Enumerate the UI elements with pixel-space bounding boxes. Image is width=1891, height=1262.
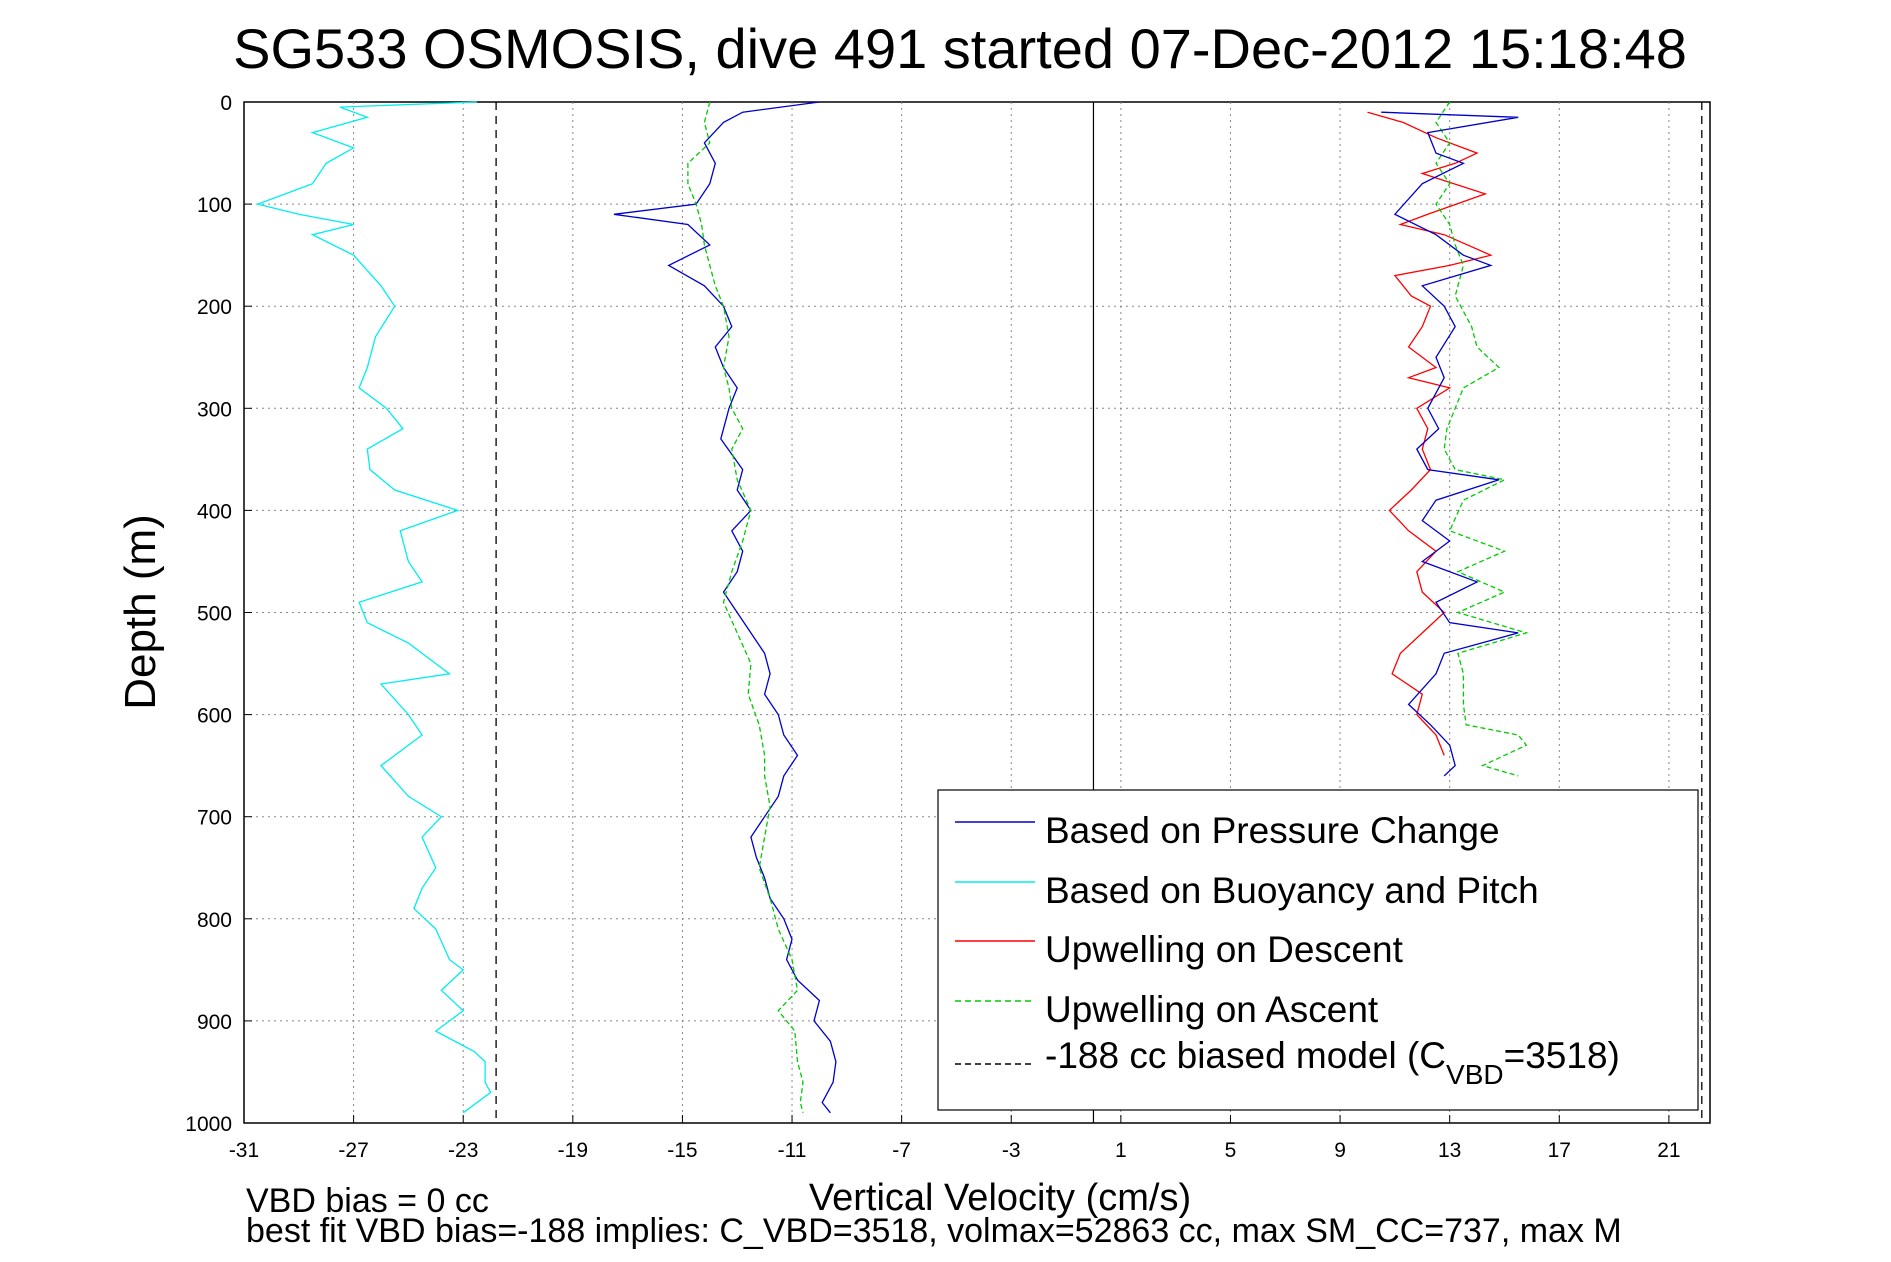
legend-label: Upwelling on Descent bbox=[1045, 929, 1404, 970]
x-tick-label: -27 bbox=[338, 1139, 368, 1162]
legend-entry-ascent: Upwelling on Ascent bbox=[955, 989, 1379, 1030]
legend-entry-pressure: Based on Pressure Change bbox=[955, 810, 1500, 851]
series-upwelling-on-descent bbox=[1367, 111, 1493, 756]
vbd-bias-note: VBD bias = 0 cc bbox=[246, 1182, 489, 1220]
x-tick-label: 21 bbox=[1657, 1139, 1680, 1162]
y-tick-label: 600 bbox=[197, 705, 232, 728]
legend-label: -188 cc biased model (CVBD=3518) bbox=[1045, 1035, 1620, 1090]
y-tick-label: 900 bbox=[197, 1011, 232, 1034]
series-upwelling-on-ascent-positive-branch bbox=[1435, 101, 1529, 777]
legend-label: Upwelling on Ascent bbox=[1045, 989, 1379, 1030]
y-tick-label: 700 bbox=[197, 807, 232, 830]
legend: Based on Pressure Change Based on Buoyan… bbox=[937, 789, 1699, 1111]
legend-entry-buoyancy: Based on Buoyancy and Pitch bbox=[955, 870, 1539, 911]
y-tick-label: 100 bbox=[197, 194, 232, 217]
x-tick-label: -31 bbox=[229, 1139, 259, 1162]
series-based-on-pressure-change-positive-branch bbox=[1381, 111, 1519, 777]
series-based-on-pressure-change bbox=[613, 101, 837, 1114]
series-based-on-buoyancy-and-pitch bbox=[255, 101, 492, 1114]
x-tick-label: -23 bbox=[448, 1139, 478, 1162]
legend-entry-descent: Upwelling on Descent bbox=[955, 929, 1404, 970]
x-tick-label: -3 bbox=[1002, 1139, 1021, 1162]
x-tick-label: 1 bbox=[1115, 1139, 1127, 1162]
y-tick-label: 500 bbox=[197, 603, 232, 626]
x-tick-label: 17 bbox=[1548, 1139, 1571, 1162]
legend-box bbox=[937, 789, 1699, 1111]
legend-entry-model: -188 cc biased model (CVBD=3518) bbox=[955, 1035, 1620, 1090]
y-axis-ticks: 0 100 200 300 400 500 600 700 800 900 1000 bbox=[185, 92, 252, 1136]
y-tick-label: 200 bbox=[197, 296, 232, 319]
chart-title: SG533 OSMOSIS, dive 491 started 07-Dec-2… bbox=[233, 17, 1687, 80]
y-tick-label: 400 bbox=[197, 500, 232, 523]
x-tick-label: 9 bbox=[1334, 1139, 1346, 1162]
y-tick-label: 800 bbox=[197, 909, 232, 932]
y-tick-label: 1000 bbox=[185, 1113, 232, 1136]
y-axis-label: Depth (m) bbox=[116, 514, 165, 710]
x-tick-label: -11 bbox=[778, 1139, 807, 1162]
best-fit-note: best fit VBD bias=-188 implies: C_VBD=35… bbox=[246, 1212, 1622, 1250]
y-tick-label: 0 bbox=[220, 92, 232, 115]
legend-label: Based on Buoyancy and Pitch bbox=[1045, 870, 1539, 911]
x-tick-label: -15 bbox=[667, 1139, 697, 1162]
y-tick-label: 300 bbox=[197, 398, 232, 421]
x-tick-label: -19 bbox=[558, 1139, 588, 1162]
x-axis-label: Vertical Velocity (cm/s) bbox=[809, 1177, 1191, 1219]
x-tick-label: -7 bbox=[892, 1139, 911, 1162]
series-upwelling-on-ascent bbox=[687, 101, 804, 1113]
x-axis-ticks: -31 -27 -23 -19 -15 -11 -7 -3 1 5 9 13 17 21 bbox=[229, 1115, 1681, 1162]
legend-label: Based on Pressure Change bbox=[1045, 810, 1500, 851]
x-tick-label: 5 bbox=[1225, 1139, 1237, 1162]
x-tick-label: 13 bbox=[1438, 1139, 1461, 1162]
